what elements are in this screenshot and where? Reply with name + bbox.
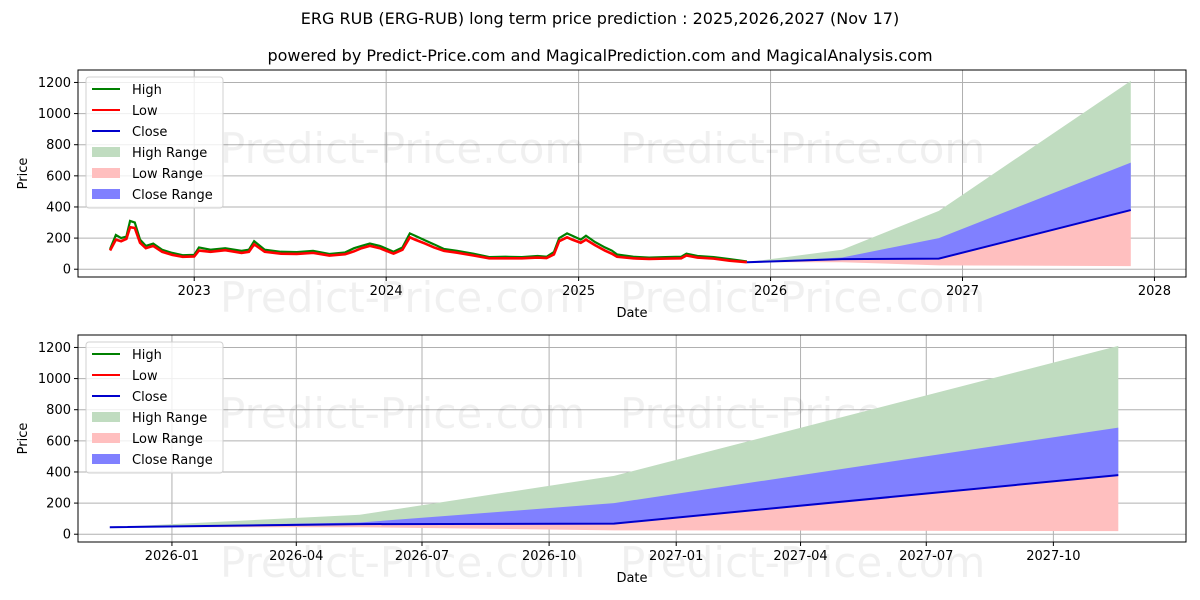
close-line [746,209,1132,264]
y-tick-label: 1000 [38,372,71,387]
high-line [109,219,748,263]
legend-swatch [92,433,120,443]
y-axis: 0 200 400 600 800 1000 1200 Price [16,76,78,278]
legend-swatch [92,412,120,422]
legend-swatch [92,454,120,464]
legend-label: Low [132,104,158,119]
x-tick-label: 2027-01 [649,549,703,564]
y-axis-label: Price [16,423,31,455]
legend-label: High [132,83,162,98]
legend-swatch [92,147,120,157]
x-tick-label: 2027 [946,284,979,299]
x-tick-label: 2027-07 [899,549,953,564]
y-tick-label: 0 [63,528,71,543]
y-tick-label: 400 [46,465,71,480]
legend-label: Low [132,369,158,384]
legend-label: Low Range [132,167,203,182]
legend-label: High Range [132,146,207,161]
y-tick-label: 1200 [38,341,71,356]
watermark: Predict-Price.com [220,273,585,322]
watermark: Predict-Price.com [620,538,985,587]
x-axis-label: Date [616,571,647,586]
low-line [108,225,748,264]
legend-swatch [92,168,120,178]
x-tick-label: 2027-04 [773,549,827,564]
y-tick-label: 1000 [38,107,71,122]
legend-label: High [132,348,162,363]
watermark: Predict-Price.com [620,273,985,322]
legend-label: Close [132,125,167,140]
watermark: Predict-Price.com [220,538,585,587]
legend-label: Close Range [132,188,213,203]
y-tick-label: 600 [46,169,71,184]
plot-top: Predict-Price.com Predict-Price.com Predic… [16,69,1187,322]
x-tick-label: 2027-10 [1026,549,1080,564]
legend-label: Close [132,390,167,405]
y-axis: 0 200 400 600 800 1000 1200 Price [16,341,78,543]
legend: High Low Close High Range Low Range Close Ran… [85,341,224,474]
x-tick-label: 2026-10 [522,549,576,564]
x-axis-label: Date [616,306,647,321]
chart-title: ERG RUB (ERG-RUB) long term price predic… [300,9,900,28]
y-tick-label: 200 [46,232,71,247]
x-tick-label: 2024 [370,284,403,299]
x-tick-label: 2028 [1138,284,1171,299]
x-tick-label: 2025 [562,284,595,299]
close-line [109,474,1119,529]
y-tick-label: 0 [63,263,71,278]
y-tick-label: 600 [46,434,71,449]
y-tick-label: 800 [46,138,71,153]
x-axis: 2026-01 2026-04 2026-07 2026-10 2027-01 2027-… [145,542,1081,586]
x-tick-label: 2023 [178,284,211,299]
x-tick-label: 2026-07 [395,549,449,564]
plot-bottom: Predict-Price.com Predict-Price.com Predic… [16,334,1187,587]
watermark: Predict-Price.com [220,124,585,173]
x-tick-label: 2026 [754,284,787,299]
legend: High Low Close High Range Low Range Close Ran… [85,76,224,209]
low-range-area [109,475,1119,532]
legend-label: High Range [132,411,207,426]
legend-label: Close Range [132,453,213,468]
axes-frame [77,69,1187,278]
axes-frame [77,334,1187,543]
low-range-area [746,210,1131,267]
y-axis-label: Price [16,158,31,190]
y-tick-label: 1200 [38,76,71,91]
x-tick-label: 2026-01 [145,549,199,564]
close-range-area [746,162,1131,263]
chart-subtitle: powered by Predict-Price.com and Magical… [267,46,933,65]
legend-swatch [92,189,120,199]
watermark: Predict-Price.com [620,124,985,173]
legend-label: Low Range [132,432,203,447]
y-tick-label: 400 [46,200,71,215]
watermark: Predict-Price.com [220,389,585,438]
y-tick-label: 200 [46,497,71,512]
x-axis: 2023 2024 2025 2026 2027 2028 Date [178,277,1171,321]
close-range-area [109,427,1119,528]
x-tick-label: 2026-04 [269,549,323,564]
y-tick-label: 800 [46,403,71,418]
